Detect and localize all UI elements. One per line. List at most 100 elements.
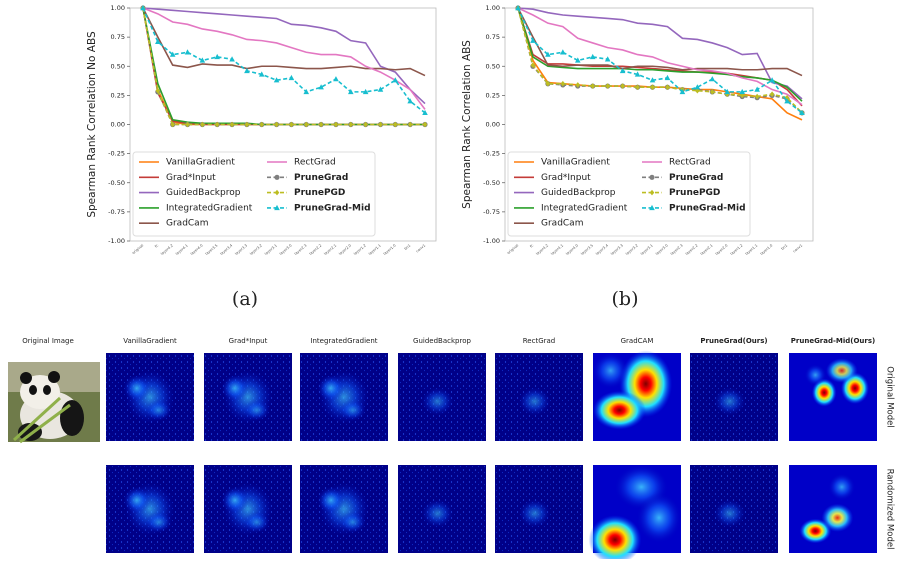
marker	[560, 49, 566, 55]
marker	[619, 67, 626, 74]
marker	[574, 57, 581, 63]
line	[142, 7, 426, 77]
heat-blob	[317, 487, 344, 514]
x-tick-label: conv1	[792, 243, 803, 253]
marker	[650, 84, 655, 91]
bamboo	[12, 396, 71, 444]
heat-blob	[221, 375, 248, 402]
y-tick-label: 0.00	[111, 121, 125, 129]
panda-head	[20, 375, 60, 409]
y-tick-label: -0.75	[108, 208, 125, 216]
heat-blob	[243, 511, 270, 533]
y-tick-label: -1.00	[483, 237, 500, 245]
marker	[169, 51, 176, 57]
line	[142, 7, 425, 126]
marker	[560, 80, 566, 87]
legend-label: PrunePGD	[294, 188, 345, 198]
y-tick-label: -0.50	[483, 179, 500, 187]
heat-blob	[518, 499, 551, 528]
marker	[140, 5, 146, 11]
marker	[155, 38, 161, 44]
marker	[575, 82, 581, 88]
panda-ear	[48, 371, 60, 383]
marker	[754, 93, 760, 100]
column-label: PruneGrad-Mid(Ours)	[791, 337, 875, 345]
line	[517, 7, 803, 100]
legend-label: Grad*Input	[166, 173, 216, 183]
x-tick-label: layer4.0	[565, 243, 579, 256]
row-label: Original Model	[885, 366, 895, 427]
x-tick-label: layer2.0	[338, 243, 352, 256]
marker	[799, 109, 805, 116]
y-tick-label: -0.50	[108, 179, 125, 187]
y-axis-label: Spearman Rank Correlation ABS	[461, 40, 473, 209]
column-label: RectGrad	[523, 337, 555, 345]
marker	[258, 71, 265, 77]
caption: (a)	[232, 288, 258, 310]
original-image	[8, 362, 100, 444]
marker	[724, 88, 731, 95]
heat-blob	[713, 387, 746, 416]
heat-blob	[588, 515, 642, 563]
marker	[348, 121, 354, 128]
x-tick-label: layer4.2	[160, 243, 174, 256]
marker	[635, 84, 640, 91]
y-tick-label: 0.75	[486, 33, 500, 41]
marker	[392, 77, 399, 83]
heatmap	[789, 465, 877, 553]
heatmap	[106, 465, 194, 553]
caption: (b)	[612, 288, 639, 310]
marker	[407, 121, 413, 128]
panda-leg	[18, 423, 42, 441]
y-tick-label: 0.50	[486, 62, 500, 70]
x-tick-label: layer4.2	[535, 243, 549, 256]
line	[142, 7, 426, 110]
panda-ear	[20, 372, 32, 384]
heat-blob	[811, 378, 837, 407]
marker	[694, 84, 701, 90]
heatmap	[398, 465, 486, 553]
marker	[695, 87, 700, 94]
heat-blob	[145, 511, 172, 533]
series	[142, 7, 426, 110]
marker	[378, 121, 383, 128]
y-tick-label: 0.00	[486, 121, 500, 129]
marker	[407, 98, 413, 104]
heatmap	[106, 353, 194, 441]
marker	[377, 86, 384, 92]
y-axis-label: Spearman Rank Correlation No ABS	[86, 31, 98, 218]
x-tick-label: layer3.4	[219, 243, 233, 256]
legend-label: IntegratedGradient	[541, 203, 628, 213]
marker	[170, 121, 175, 128]
marker	[155, 87, 161, 94]
marker	[604, 56, 611, 62]
x-tick-label: fc	[529, 243, 534, 248]
marker	[333, 121, 339, 128]
marker	[333, 76, 339, 82]
x-tick-label: layer2.2	[685, 243, 699, 256]
x-tick-label: original	[131, 243, 144, 255]
heat-blob	[593, 353, 629, 389]
legend-label: PruneGrad	[669, 173, 723, 183]
line	[517, 7, 803, 114]
marker	[664, 74, 671, 81]
y-tick-label: 1.00	[111, 4, 125, 12]
marker	[214, 121, 220, 128]
marker	[422, 109, 428, 116]
marker	[515, 5, 521, 11]
marker	[649, 174, 655, 180]
x-tick-label: layer3.1	[640, 243, 654, 256]
series	[142, 7, 426, 77]
legend-label: GradCam	[541, 219, 583, 229]
panda-eye	[29, 385, 37, 395]
x-tick-label: layer3.4	[595, 243, 609, 256]
legend-label: PruneGrad-Mid	[669, 203, 746, 213]
x-tick-label: layer3.3	[234, 243, 248, 256]
marker	[318, 84, 324, 90]
heatmap	[204, 465, 292, 553]
legend-box	[132, 151, 376, 237]
column-label: Original Image	[22, 337, 74, 345]
x-tick-label: layer2.3	[670, 243, 684, 256]
marker	[620, 83, 625, 89]
line	[517, 7, 803, 106]
